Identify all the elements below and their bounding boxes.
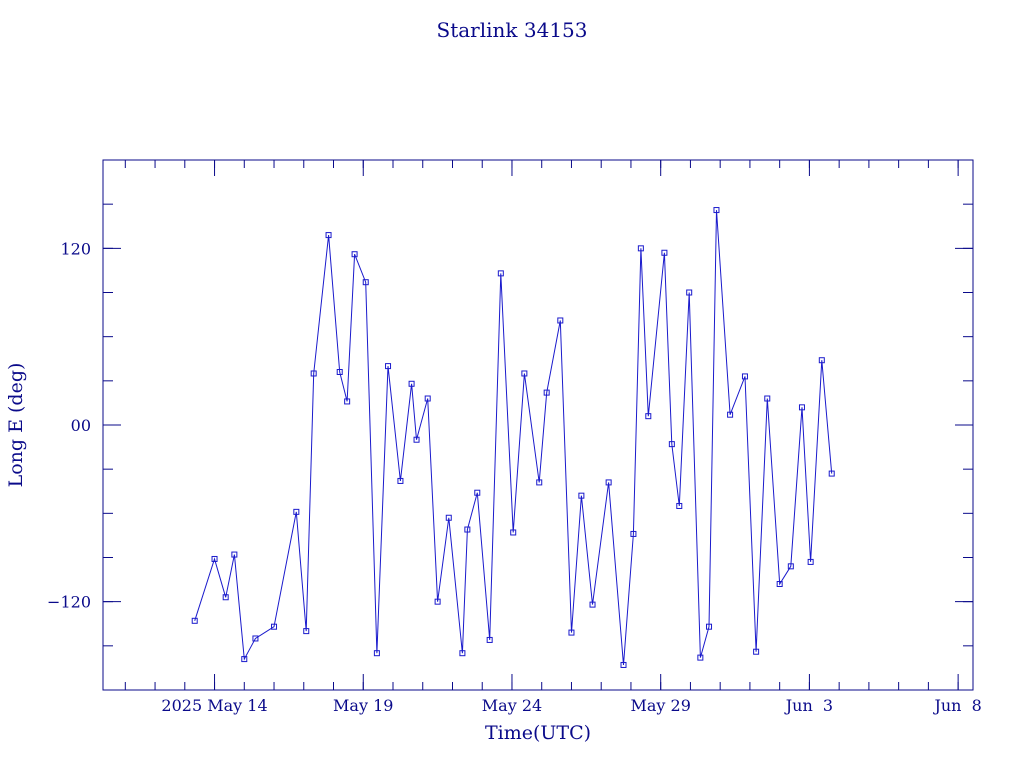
x-tick-label: Jun 3: [784, 696, 833, 715]
data-point: [697, 654, 704, 661]
data-point: [397, 477, 404, 484]
data-point: [620, 661, 627, 668]
data-point: [727, 411, 734, 418]
data-point: [336, 369, 343, 375]
data-point: [828, 470, 835, 477]
data-point: [536, 479, 543, 486]
data-point: [310, 370, 317, 377]
data-point: [706, 623, 713, 630]
x-tick-label: 2025 May 14: [161, 696, 267, 715]
data-point: [231, 551, 238, 558]
data-point: [434, 598, 441, 605]
data-point: [241, 656, 248, 663]
data-point: [676, 502, 683, 509]
data-point: [191, 617, 198, 624]
data-point: [589, 601, 596, 608]
y-axis-label: Long E (deg): [5, 363, 27, 488]
data-point: [605, 479, 612, 486]
data-point: [373, 650, 380, 657]
data-point: [464, 526, 471, 533]
data-point: [668, 441, 675, 448]
series-line: [194, 210, 833, 666]
data-point: [741, 373, 748, 380]
data-point: [630, 530, 637, 537]
y-tick-label: 120: [60, 239, 91, 258]
data-point: [325, 232, 332, 239]
x-axis: 2025 May 14 May 19 May 24 May 29 Jun 3 Jun 8: [124, 160, 982, 715]
data-point: [686, 289, 693, 296]
data-point: [271, 623, 278, 630]
data-point: [798, 404, 805, 411]
data-point: [222, 594, 229, 601]
data-point: [521, 370, 528, 377]
data-point: [385, 363, 392, 370]
data-point: [637, 245, 644, 252]
data-point: [557, 317, 564, 324]
data-point: [303, 628, 310, 635]
data-point: [568, 629, 575, 636]
data-point: [362, 279, 369, 286]
y-tick-label: −120: [47, 593, 91, 612]
data-point: [351, 251, 358, 258]
data-point: [661, 249, 668, 256]
data-point: [445, 514, 452, 521]
data-point: [713, 207, 720, 214]
x-tick-label: Jun 8: [932, 696, 981, 715]
x-tick-label: May 19: [333, 696, 393, 715]
data-point: [510, 529, 517, 536]
data-point: [645, 413, 652, 420]
data-point: [818, 357, 825, 364]
data-point: [459, 650, 466, 657]
chart-title: Starlink 34153: [437, 18, 588, 42]
data-point: [413, 436, 420, 443]
y-axis: −120 00 120: [47, 159, 973, 691]
data-point: [776, 581, 783, 587]
y-tick-label: 00: [71, 416, 91, 435]
x-tick-label: May 29: [630, 696, 690, 715]
x-axis-label: Time(UTC): [485, 722, 591, 744]
data-point: [764, 395, 771, 402]
data-point: [344, 398, 351, 405]
data-point: [807, 558, 814, 565]
plot-frame: [102, 159, 974, 691]
data-point: [293, 508, 300, 515]
data-point: [787, 563, 794, 570]
series-markers: [191, 207, 835, 668]
data-point: [753, 648, 760, 655]
data-point: [211, 555, 218, 562]
data-point: [543, 389, 550, 396]
data-point: [474, 489, 481, 496]
x-tick-label: May 24: [482, 696, 542, 715]
data-point: [578, 492, 585, 499]
data-point: [486, 636, 493, 643]
data-point: [252, 635, 259, 642]
data-point: [497, 270, 504, 277]
data-point: [408, 380, 415, 387]
data-point: [424, 395, 431, 402]
